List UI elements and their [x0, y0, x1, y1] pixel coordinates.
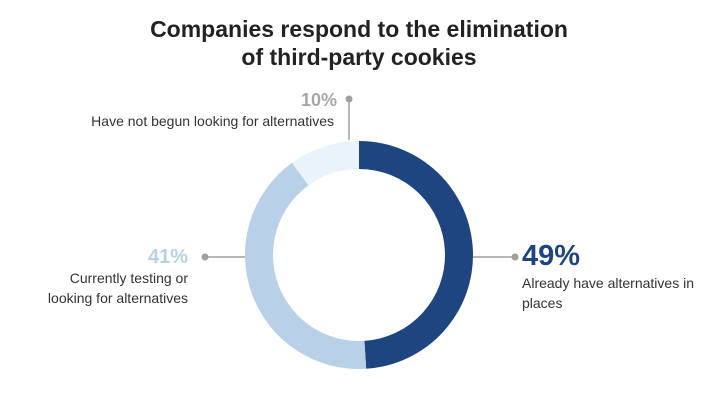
value-label: 10%: [300, 90, 337, 110]
value-label: 41%: [147, 246, 188, 268]
leader-dot: [201, 253, 209, 261]
donut-slice: [291, 141, 359, 186]
value-label: 49%: [522, 240, 581, 272]
chart-title: Companies respond to the elimination: [150, 16, 568, 42]
leader-dot: [511, 253, 519, 261]
donut-slice: [244, 162, 367, 370]
category-label: Have not begun looking for alternatives: [91, 113, 334, 129]
category-label: Currently testing or looking for alterna…: [47, 270, 188, 306]
chart-title: of third-party cookies: [241, 44, 477, 70]
donut-slice: [359, 140, 474, 369]
leader-dot: [345, 95, 353, 103]
category-label: Already have alternatives in places: [522, 275, 694, 311]
